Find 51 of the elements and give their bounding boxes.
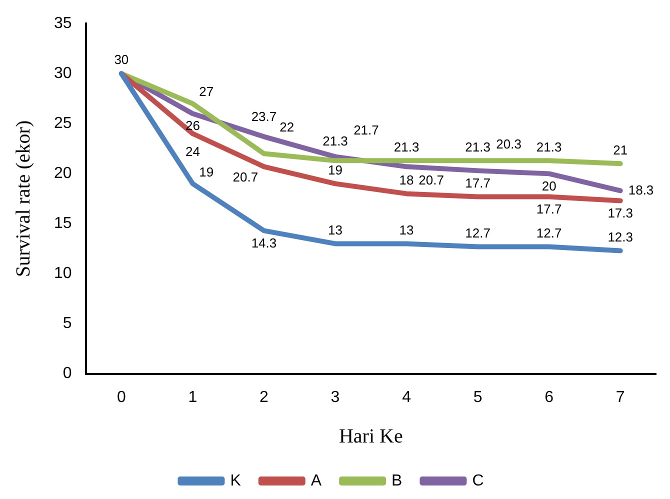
y-tick-label: 35 xyxy=(54,15,72,32)
data-label: 21.3 xyxy=(536,139,562,154)
data-label: 13 xyxy=(399,222,414,238)
data-label: 12.3 xyxy=(608,229,634,244)
data-label: 13 xyxy=(328,222,342,238)
data-label: 20 xyxy=(542,178,556,194)
data-label: 14.3 xyxy=(251,235,277,250)
y-tick-label: 25 xyxy=(54,115,72,132)
x-tick-label: 2 xyxy=(260,388,269,406)
y-tick-label: 20 xyxy=(54,165,72,182)
data-label: 26 xyxy=(185,118,200,134)
x-tick-label: 4 xyxy=(402,388,412,406)
y-tick-label: 0 xyxy=(62,365,72,382)
data-label: 21.3 xyxy=(322,133,348,148)
data-label: 20.3 xyxy=(496,136,522,152)
y-tick-label: 15 xyxy=(54,215,72,232)
x-tick-label: 3 xyxy=(330,388,340,406)
data-label: 17.7 xyxy=(536,201,562,216)
x-tick-label: 6 xyxy=(544,388,554,406)
data-label: 22 xyxy=(280,119,294,134)
data-label: 18 xyxy=(399,172,414,188)
data-label: 17.7 xyxy=(465,175,490,190)
data-label: 30 xyxy=(114,52,129,68)
data-label: 20.7 xyxy=(418,172,444,188)
x-tick-label: 0 xyxy=(116,388,126,406)
y-tick-label: 10 xyxy=(54,265,72,282)
data-label: 21.7 xyxy=(354,122,379,138)
data-label: 12.7 xyxy=(465,225,490,240)
legend-label: A xyxy=(310,472,322,490)
legend-label: C xyxy=(472,472,484,490)
data-label: 23.7 xyxy=(251,109,277,124)
legend-label: K xyxy=(230,472,242,490)
data-label: 20.7 xyxy=(232,169,258,184)
x-tick-label: 5 xyxy=(473,388,482,406)
data-label: 21.3 xyxy=(394,139,420,154)
y-axis-title: Survival rate (ekor) xyxy=(12,120,34,278)
data-label: 27 xyxy=(199,84,214,100)
data-label: 19 xyxy=(328,162,342,178)
x-tick-label: 7 xyxy=(616,388,625,406)
y-tick-label: 5 xyxy=(62,315,72,332)
x-tick-label: 1 xyxy=(188,388,198,406)
data-label: 21 xyxy=(613,142,628,158)
data-label: 19 xyxy=(199,164,214,180)
data-label: 18.3 xyxy=(628,182,654,198)
x-axis-title: Hari Ke xyxy=(338,425,403,448)
legend-label: B xyxy=(392,472,402,490)
data-label: 17.3 xyxy=(608,205,634,220)
data-label: 24 xyxy=(185,144,200,160)
data-label: 21.3 xyxy=(465,139,490,154)
data-label: 12.7 xyxy=(536,225,562,240)
y-tick-label: 30 xyxy=(54,65,72,82)
